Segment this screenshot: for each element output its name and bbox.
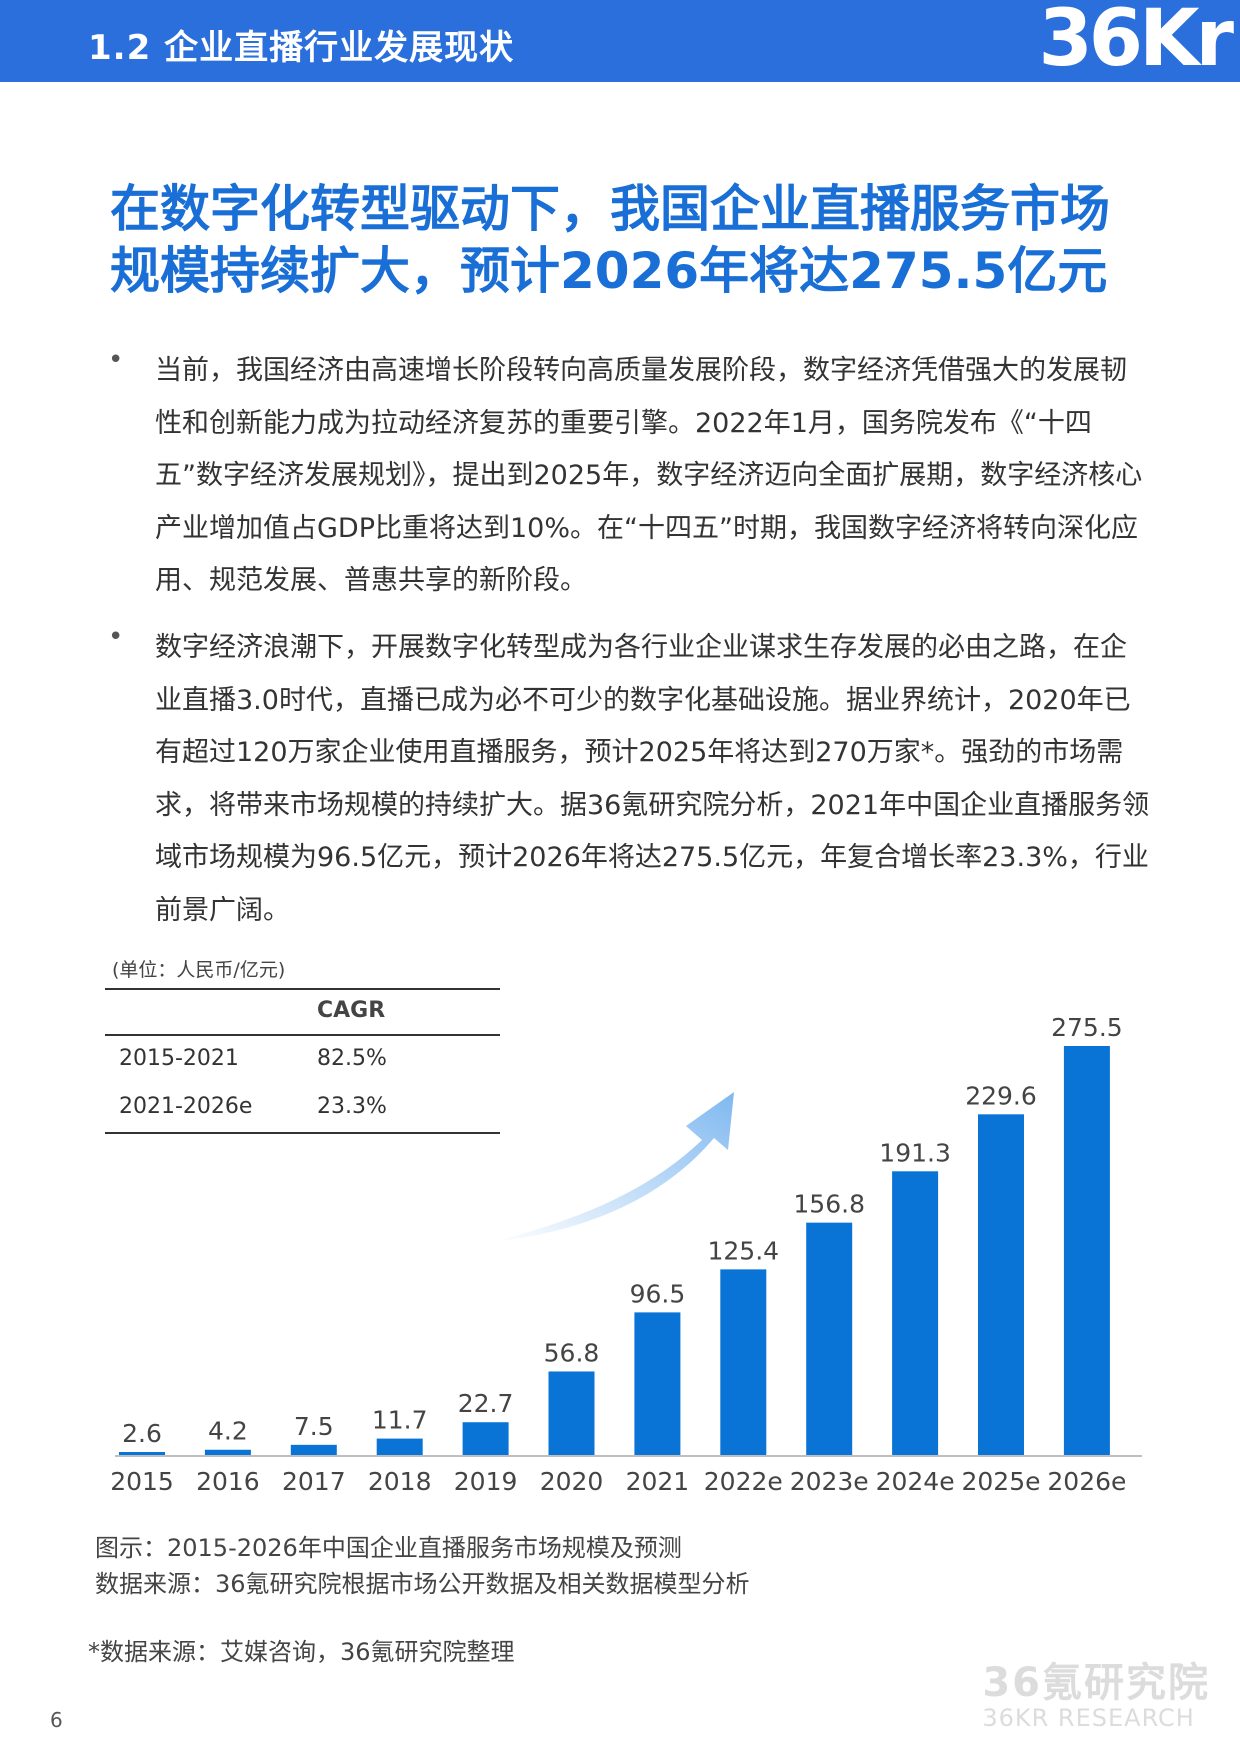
bullet-item: • 当前，我国经济由高速增长阶段转向高质量发展阶段，数字经济凭借强大的发展韧性和… (100, 345, 1150, 608)
cagr-period: 2021-2026e (119, 1094, 253, 1119)
x-tick-label: 2019 (454, 1467, 518, 1496)
cagr-header-label: CAGR (317, 998, 386, 1023)
bar-2021 (634, 1312, 681, 1456)
x-tick-label: 2021 (626, 1467, 690, 1496)
data-label: 56.8 (544, 1338, 600, 1367)
data-label: 96.5 (630, 1279, 686, 1308)
table-row: 2021-2026e 23.3% (105, 1084, 500, 1132)
bar-2026e (1063, 1046, 1110, 1456)
section-title: 1.2 企业直播行业发展现状 (88, 28, 515, 68)
x-tick-label: 2026e (1047, 1467, 1126, 1496)
table-row: 2015-2021 82.5% (105, 1036, 500, 1084)
bullet-text: 当前，我国经济由高速增长阶段转向高质量发展阶段，数字经济凭借强大的发展韧性和创新… (155, 355, 1143, 597)
page-number: 6 (50, 1708, 63, 1732)
x-tick-label: 2015 (110, 1467, 174, 1496)
page-headline: 在数字化转型驱动下，我国企业直播服务市场规模持续扩大，预计2026年将达275.… (110, 180, 1110, 300)
watermark-sub: 36KR RESEARCH (982, 1704, 1195, 1732)
brand-logo-text: 36Kr (1038, 0, 1234, 84)
data-label: 275.5 (1051, 1013, 1123, 1042)
data-label: 156.8 (793, 1190, 865, 1219)
x-tick-label: 2022e (704, 1467, 783, 1496)
bar-2015 (119, 1452, 165, 1456)
x-tick-label: 2018 (368, 1467, 432, 1496)
brand-logo: 36Kr (1039, 0, 1240, 84)
x-tick-label: 2016 (196, 1467, 260, 1496)
bar-2017 (290, 1444, 337, 1456)
bar-2018 (376, 1438, 423, 1456)
bar-2019 (462, 1422, 509, 1456)
data-label: 191.3 (879, 1138, 951, 1167)
data-label: 125.4 (708, 1236, 780, 1265)
data-label: 2.6 (122, 1419, 162, 1448)
data-source-caption: 数据来源：36氪研究院根据市场公开数据及相关数据模型分析 (95, 1570, 750, 1598)
x-tick-label: 2017 (282, 1467, 346, 1496)
data-label: 11.7 (372, 1406, 428, 1435)
bullet-dot-icon: • (108, 345, 124, 375)
watermark: 36氪研究院 36KR RESEARCH (982, 1650, 1210, 1732)
bullet-item: • 数字经济浪潮下，开展数字化转型成为各行业企业谋求生存发展的必由之路，在企业直… (100, 622, 1150, 938)
bar-2025e (978, 1114, 1024, 1456)
bar-2023e (806, 1222, 853, 1456)
cagr-period: 2015-2021 (119, 1046, 239, 1071)
cagr-value: 82.5% (317, 1046, 387, 1071)
bar-2022e (720, 1269, 767, 1456)
bar-2024e (892, 1171, 939, 1456)
bar-2020 (548, 1371, 595, 1456)
watermark-main: 36氪研究院 (982, 1660, 1210, 1706)
data-label: 4.2 (208, 1417, 248, 1446)
unit-label: (单位：人民币/亿元) (112, 959, 286, 981)
x-tick-label: 2023e (790, 1467, 869, 1496)
header-bar: 1.2 企业直播行业发展现状 36Kr (0, 0, 1240, 84)
figure-caption: 图示：2015-2026年中国企业直播服务市场规模及预测 (95, 1534, 682, 1562)
x-tick-label: 2025e (961, 1467, 1040, 1496)
x-tick-label: 2024e (876, 1467, 955, 1496)
data-label: 229.6 (965, 1081, 1037, 1110)
data-label: 22.7 (458, 1389, 514, 1418)
cagr-value: 23.3% (317, 1094, 387, 1119)
bar-2016 (204, 1449, 251, 1456)
bullet-list: • 当前，我国经济由高速增长阶段转向高质量发展阶段，数字经济凭借强大的发展韧性和… (100, 345, 1150, 952)
bullet-dot-icon: • (108, 621, 124, 652)
cagr-table: CAGR 2015-2021 82.5% 2021-2026e 23.3% (105, 988, 500, 1134)
bullet-text: 数字经济浪潮下，开展数字化转型成为各行业企业谋求生存发展的必由之路，在企业直播3… (155, 631, 1150, 926)
x-tick-label: 2020 (540, 1467, 604, 1496)
growth-arrow-icon (492, 1092, 734, 1242)
footnote: *数据来源：艾媒咨询，36氪研究院整理 (88, 1638, 515, 1666)
cagr-table-header: CAGR (105, 990, 500, 1036)
data-label: 7.5 (294, 1412, 334, 1441)
